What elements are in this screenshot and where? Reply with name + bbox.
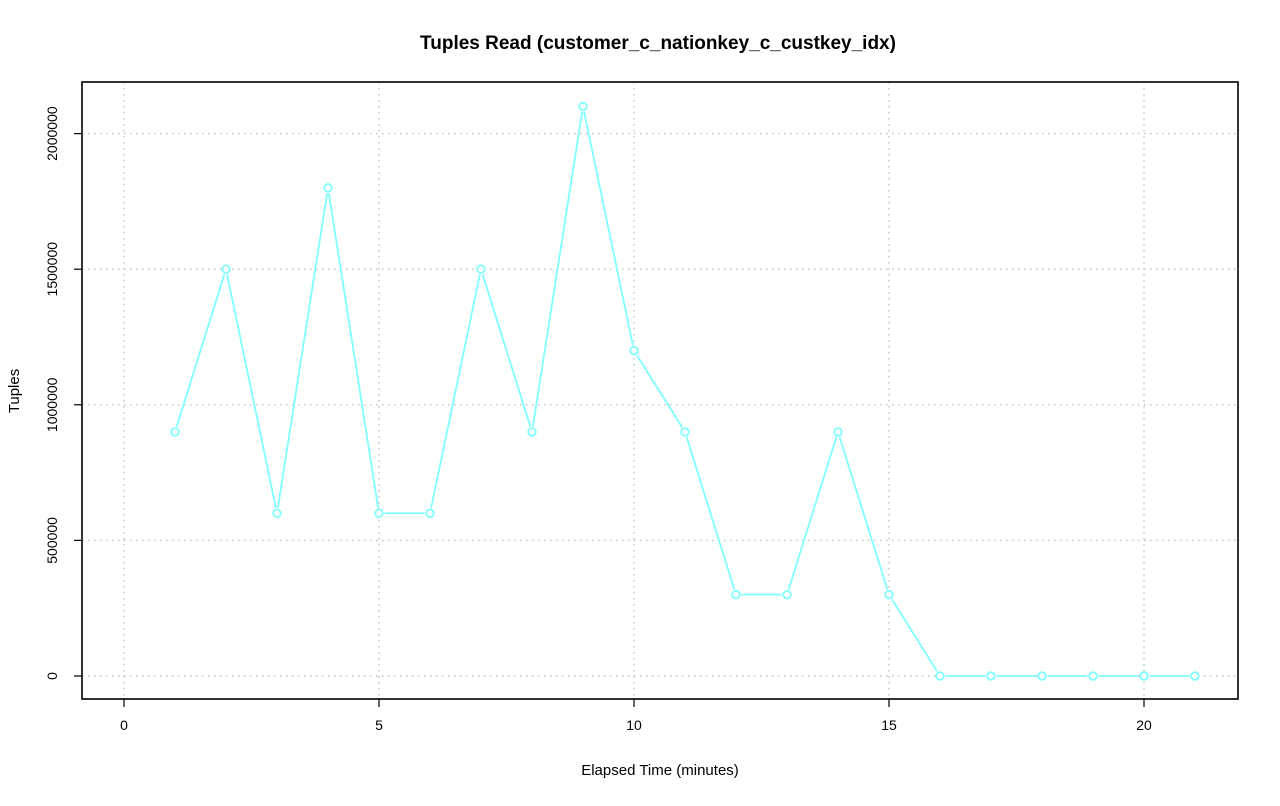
series-line-segment (430, 274, 481, 509)
data-point (1088, 671, 1098, 681)
data-point (935, 671, 945, 681)
series-line-segment (636, 354, 683, 428)
data-point (425, 508, 435, 518)
series-line-segment (685, 436, 736, 590)
y-tick-label: 1500000 (44, 242, 60, 297)
series-line-segment (175, 274, 226, 427)
y-tick-label: 2000000 (44, 106, 60, 161)
y-tick-label: 0 (44, 672, 60, 680)
x-tick-label: 5 (375, 717, 383, 733)
series-line-segment (226, 274, 277, 509)
series-line-segment (481, 274, 532, 427)
x-tick-label: 20 (1136, 717, 1152, 733)
series-line-segment (531, 111, 584, 427)
data-point (986, 671, 996, 681)
data-point (221, 264, 231, 274)
data-point (1139, 671, 1149, 681)
series-line-segment (276, 193, 329, 508)
data-point (731, 589, 741, 600)
grid-lines (82, 82, 1238, 699)
x-tick-label: 15 (881, 717, 897, 733)
data-point (170, 427, 180, 437)
y-axis-label: Tuples (6, 369, 23, 413)
y-tick-label: 1000000 (44, 377, 60, 432)
series-line-segment (891, 598, 938, 672)
series-line-segment (838, 436, 889, 590)
x-tick-label: 10 (626, 717, 642, 733)
data-point (476, 264, 486, 274)
data-point (833, 427, 843, 437)
data-point (680, 427, 690, 437)
data-point (629, 345, 639, 356)
series-line-segment (327, 193, 380, 508)
series-line-segment (787, 436, 838, 590)
x-tick-label: 0 (120, 717, 128, 733)
data-point (323, 183, 333, 193)
axis-ticks: 0 5 10 15 20 0 500000 1000000 1500000 2000000 (44, 106, 1152, 733)
data-point (527, 427, 537, 437)
data-point (884, 589, 894, 600)
series-line-segment (583, 111, 634, 346)
data-point (1190, 671, 1200, 681)
series-layer (170, 101, 1200, 681)
data-point (782, 589, 792, 600)
y-tick-label: 500000 (44, 517, 60, 564)
x-axis-label: Elapsed Time (minutes) (581, 762, 739, 779)
data-point (1037, 671, 1047, 681)
chart-title: Tuples Read (customer_c_nationkey_c_cust… (420, 33, 896, 54)
data-point (272, 508, 282, 518)
plot-frame (81, 81, 1239, 700)
data-point (374, 508, 384, 518)
data-point (578, 101, 588, 112)
